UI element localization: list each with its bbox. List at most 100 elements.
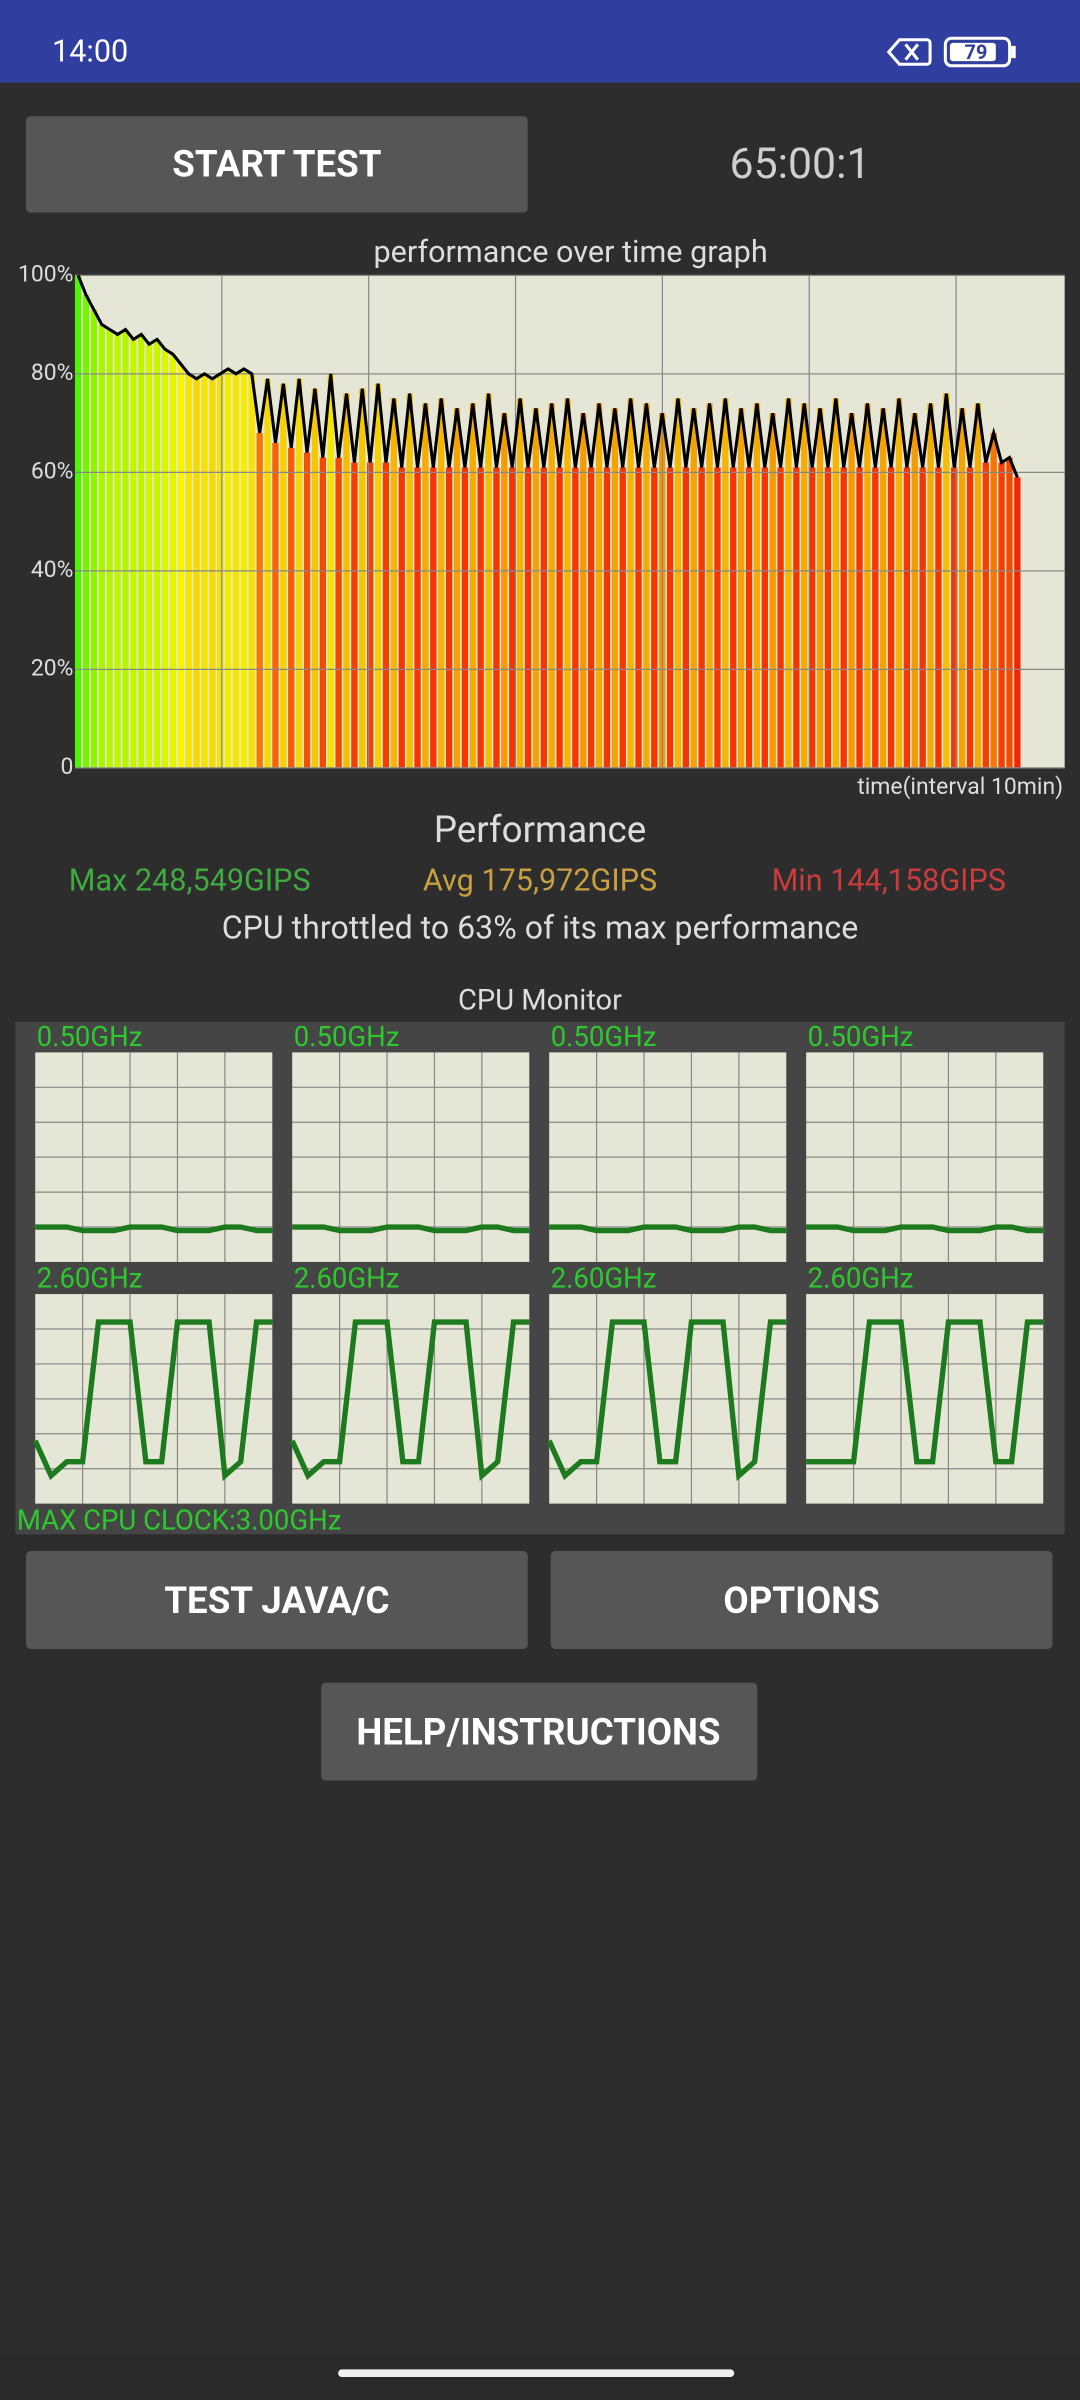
bar — [295, 378, 303, 768]
bar — [169, 354, 177, 768]
bar — [524, 467, 532, 768]
performance-line — [76, 274, 1019, 478]
options-button[interactable]: OPTIONS — [550, 1551, 1053, 1649]
bar — [138, 334, 145, 768]
test-java-c-button[interactable]: TEST JAVA/C — [26, 1551, 528, 1649]
bar — [264, 378, 271, 768]
clock: 14:00 — [52, 35, 128, 70]
core-frequency-line — [806, 1319, 1044, 1465]
bar — [461, 467, 469, 768]
throttle-note: CPU throttled to 63% of its max performa… — [222, 909, 859, 947]
bar — [224, 368, 232, 768]
bar — [501, 413, 508, 768]
bar — [832, 398, 839, 768]
y-tick-label: 40% — [31, 556, 74, 583]
y-tick-label: 0 — [61, 753, 74, 780]
bar — [864, 403, 871, 768]
bar — [98, 324, 105, 768]
button-label[interactable]: OPTIONS — [723, 1579, 879, 1622]
graph-title: performance over time graph — [374, 235, 768, 270]
bar — [374, 383, 382, 768]
bar — [966, 467, 974, 768]
bar — [1006, 457, 1013, 768]
bar — [564, 398, 571, 768]
bar — [856, 467, 863, 768]
min-performance: Min 144,158GIPS — [772, 864, 1006, 899]
bar — [485, 393, 492, 768]
bar — [706, 403, 713, 768]
bar — [887, 467, 895, 768]
bar — [943, 393, 950, 768]
bar — [422, 403, 429, 768]
bar — [256, 432, 263, 768]
bar — [816, 408, 824, 768]
bar — [895, 398, 903, 768]
core-frequency-label: 2.60GHz — [551, 1262, 657, 1295]
bar — [769, 413, 776, 768]
bar — [288, 447, 295, 768]
bar — [588, 467, 595, 768]
bar — [114, 334, 121, 768]
core-frequency-line — [32, 1319, 273, 1482]
timer: 65:00:1 — [730, 139, 871, 189]
core-frequency-label: 2.60GHz — [294, 1262, 400, 1295]
bar — [177, 363, 184, 768]
bar — [161, 349, 169, 768]
bar — [90, 309, 98, 768]
help-button[interactable]: HELP/INSTRUCTIONS — [321, 1682, 758, 1781]
graph: 0 20% 40% 60% 80% 100% — [18, 260, 1065, 780]
bar — [406, 393, 413, 768]
bar — [635, 467, 642, 768]
bar — [982, 462, 989, 768]
bar — [935, 467, 942, 768]
bar — [698, 467, 705, 768]
bar — [343, 393, 350, 768]
bar — [785, 398, 792, 768]
cpu-cores: 0.50GHz 0.50GHz 0.50GHz 0.50GHz 2.60GHz 2.60G… — [32, 1020, 1044, 1504]
bar — [74, 275, 82, 768]
bar — [532, 408, 540, 768]
home-indicator[interactable] — [338, 2369, 735, 2378]
y-tick-label: 80% — [31, 359, 74, 386]
bar — [556, 467, 563, 768]
core-frequency-label: 0.50GHz — [37, 1020, 143, 1053]
cpu-monitor-title: CPU Monitor — [458, 984, 622, 1018]
bar — [611, 408, 619, 768]
button-label[interactable]: TEST JAVA/C — [164, 1579, 389, 1622]
button-label[interactable]: START TEST — [172, 142, 381, 185]
bar — [974, 403, 982, 768]
bar — [438, 398, 445, 768]
performance-heading: Performance — [434, 808, 646, 851]
start-test-button[interactable]: START TEST — [26, 116, 528, 213]
bar — [493, 467, 500, 768]
bar — [666, 467, 674, 768]
bar — [990, 432, 997, 768]
bar — [761, 467, 768, 768]
x-axis-label: time(interval 10min) — [857, 773, 1063, 800]
bar — [382, 462, 390, 768]
bar — [311, 388, 319, 768]
bar — [453, 408, 461, 768]
bar — [130, 339, 137, 768]
bar — [540, 467, 547, 768]
bar — [958, 408, 966, 768]
bar — [595, 403, 603, 768]
bar — [319, 457, 326, 768]
battery: 79 — [943, 36, 1016, 68]
core-frequency-label: 2.60GHz — [37, 1262, 143, 1295]
button-label[interactable]: HELP/INSTRUCTIONS — [356, 1710, 720, 1753]
bar — [730, 467, 737, 768]
bar — [122, 329, 129, 768]
core-frequency-label: 0.50GHz — [551, 1020, 657, 1053]
battery-level: 79 — [965, 41, 988, 64]
core-frequency-label: 2.60GHz — [808, 1262, 914, 1295]
bar — [603, 467, 611, 768]
bar — [651, 467, 658, 768]
bar — [777, 467, 784, 768]
core-frequency-line — [289, 1319, 530, 1482]
bar — [272, 442, 279, 768]
bar — [911, 413, 918, 768]
core-frequency-line — [549, 1224, 787, 1234]
